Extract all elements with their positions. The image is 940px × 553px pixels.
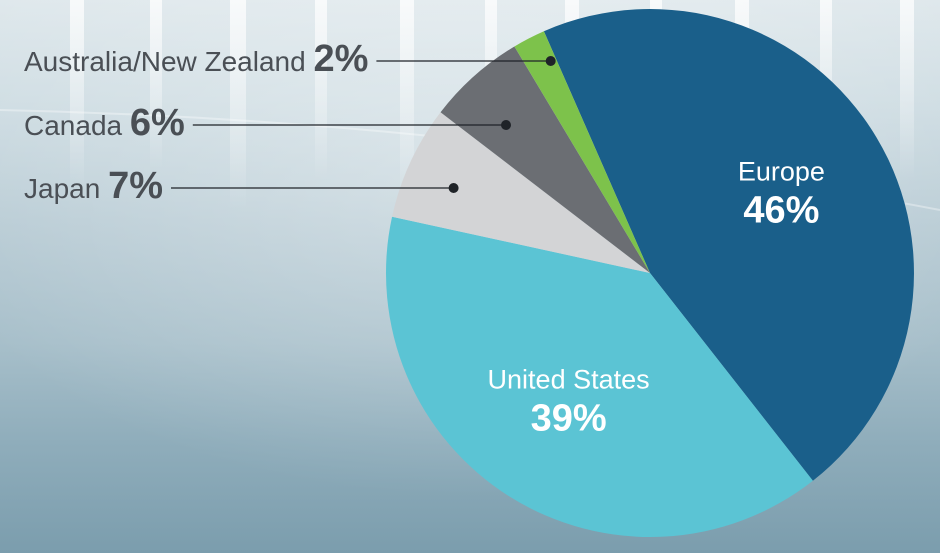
pie-slice-australia-new-zealand: [514, 31, 650, 273]
callout-value-australia-new-zealand: 2%: [313, 38, 368, 80]
pie-slices: [385, 9, 914, 538]
callout-value-canada: 6%: [130, 102, 185, 144]
slice-label-united-states: United States: [488, 365, 650, 395]
pie-slice-europe: [543, 9, 914, 481]
callout-label-canada: Canada 6%: [24, 102, 185, 144]
callout-dot-canada: [501, 120, 511, 130]
slice-label-europe: Europe: [738, 156, 825, 186]
callout-value-japan: 7%: [108, 165, 163, 207]
pie-slice-canada: [440, 46, 650, 273]
slice-value-europe: 46%: [743, 189, 819, 231]
callout-label-japan: Japan 7%: [24, 165, 163, 207]
callout-dot-japan: [448, 183, 459, 193]
callout-dot-australia-new-zealand: [545, 56, 556, 66]
pie-slice-united-states: [385, 216, 813, 538]
callout-label-australia-new-zealand: Australia/New Zealand 2%: [24, 38, 368, 80]
pie-slice-japan: [392, 112, 650, 273]
slice-value-united-states: 39%: [531, 398, 607, 440]
